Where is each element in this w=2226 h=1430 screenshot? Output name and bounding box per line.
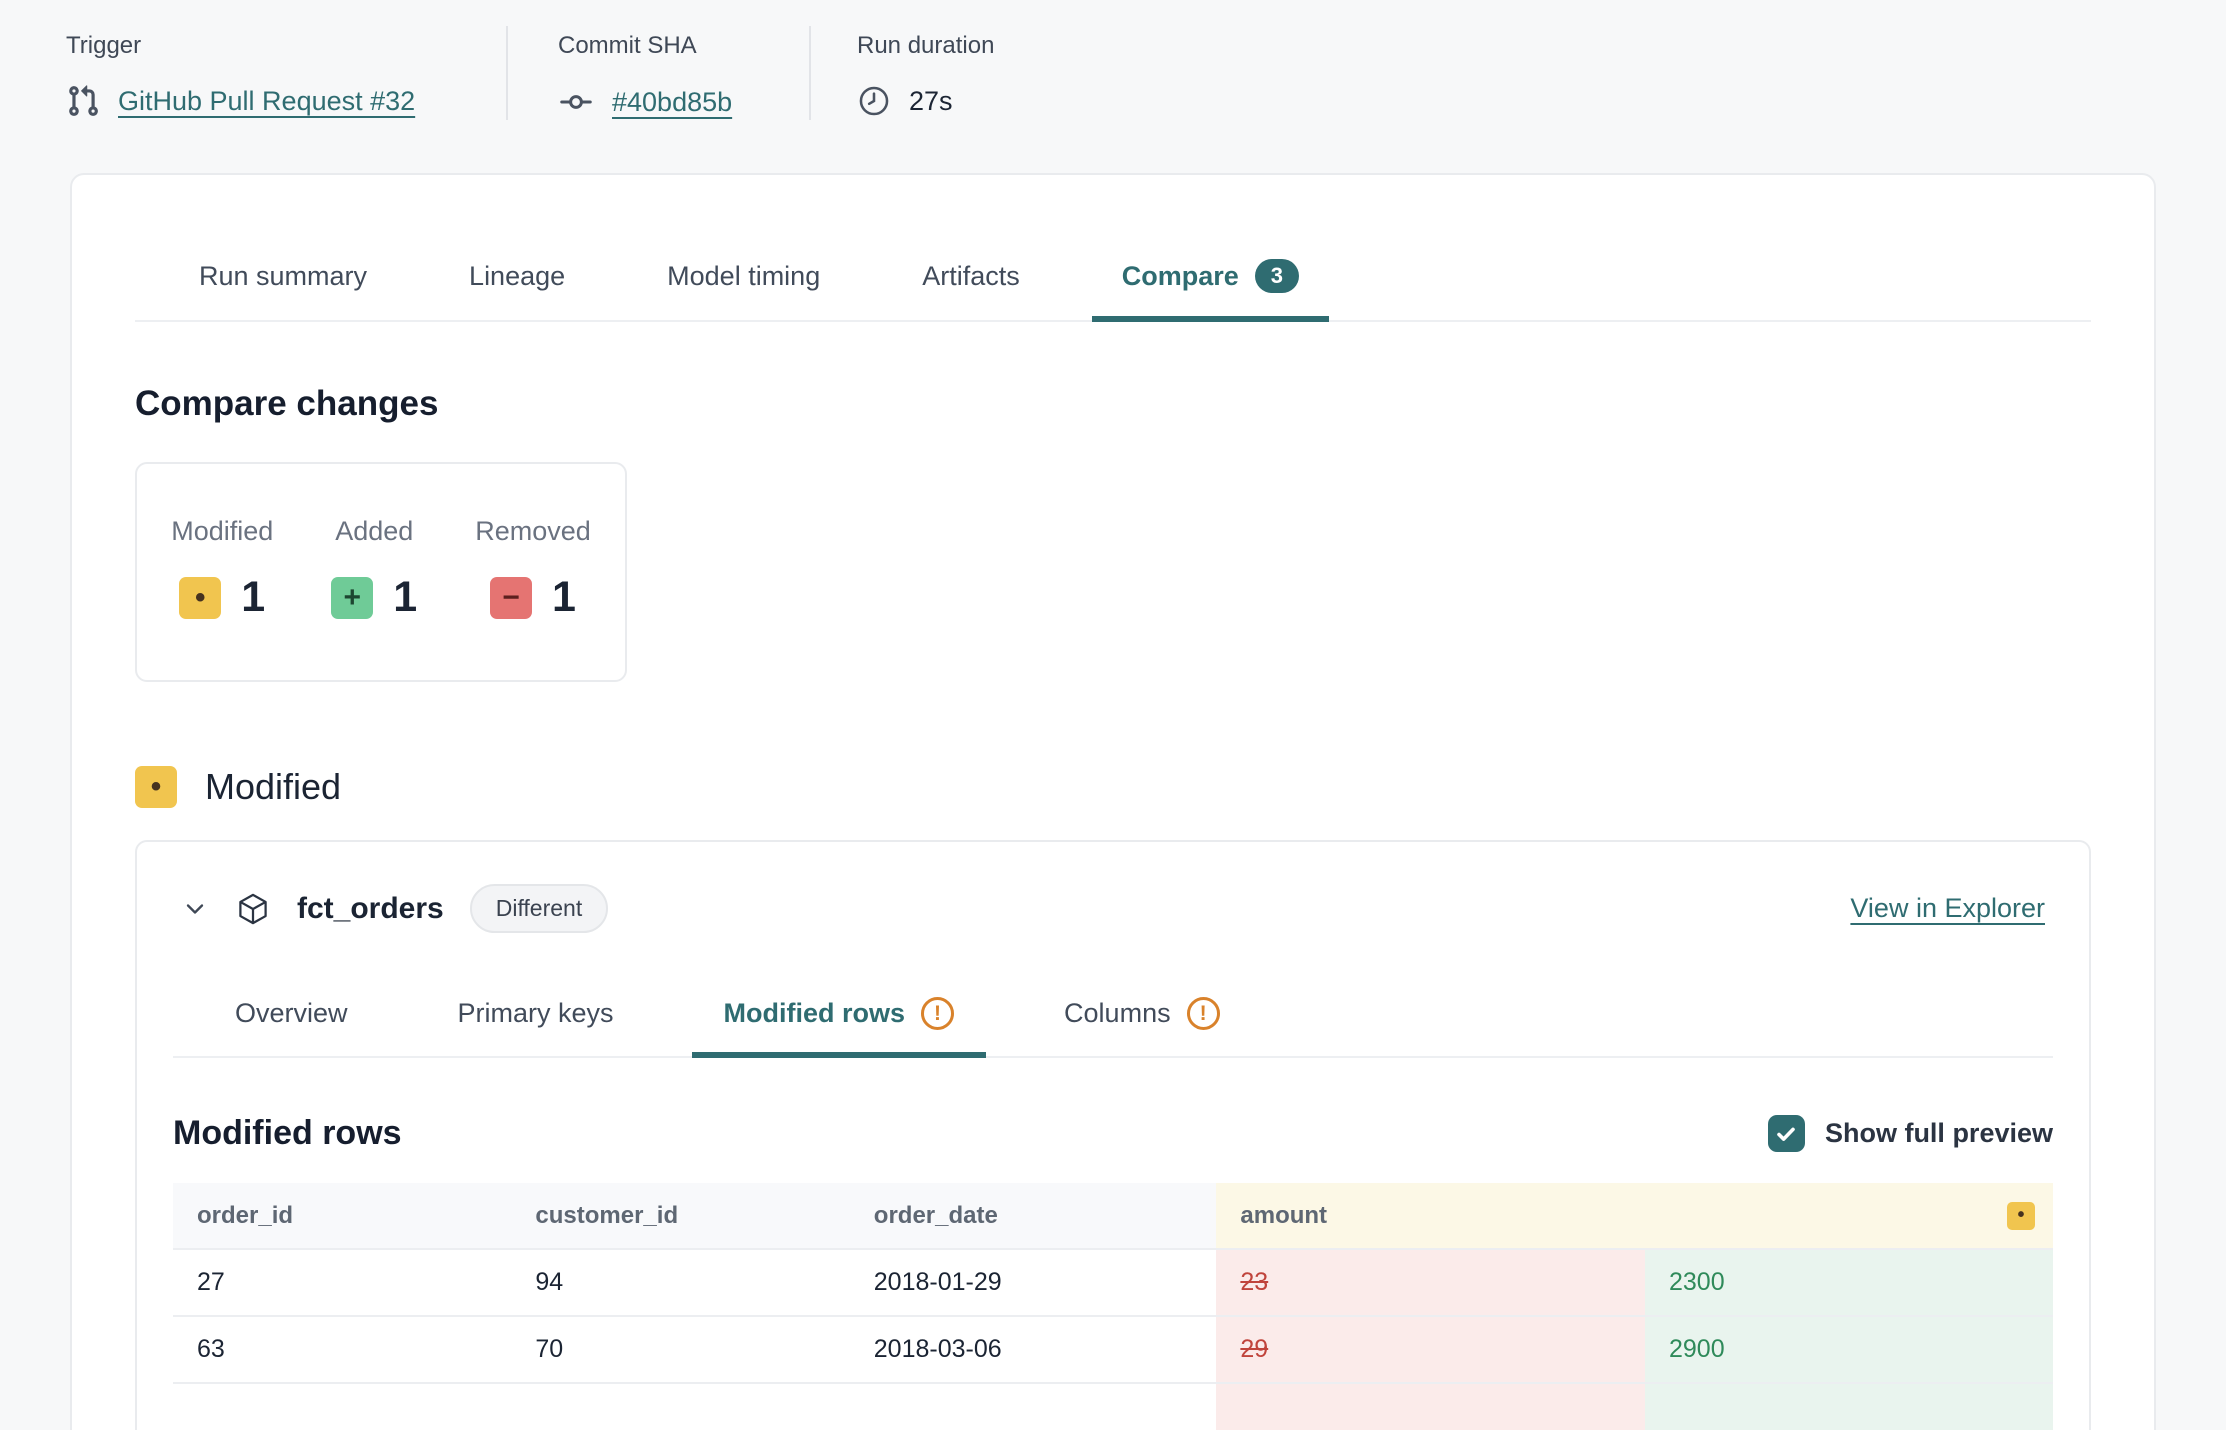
chevron-down-icon[interactable] xyxy=(181,895,209,923)
tab-run-summary[interactable]: Run summary xyxy=(199,260,368,291)
stat-removed-value: 1 xyxy=(552,573,576,621)
table-row xyxy=(173,1382,2053,1430)
model-name: fct_orders xyxy=(297,891,444,925)
tab-model-timing[interactable]: Model timing xyxy=(667,260,821,291)
cell-amount-old: 29 xyxy=(1216,1315,1645,1383)
stat-modified-value: 1 xyxy=(241,573,266,621)
table-header-row: order_id customer_id order_date amount • xyxy=(173,1183,2053,1249)
subtab-columns[interactable]: Columns ! xyxy=(1032,981,1252,1056)
commit-sha-label: Commit SHA xyxy=(558,32,697,59)
column-header-amount: amount xyxy=(1216,1183,1645,1249)
stat-added-value: 1 xyxy=(393,573,418,621)
trigger-link[interactable]: GitHub Pull Request #32 xyxy=(118,85,416,116)
column-header-customer-id: customer_id xyxy=(511,1183,850,1249)
warning-icon: ! xyxy=(1186,997,1220,1030)
model-sub-tabs: Overview Primary keys Modified rows ! Co… xyxy=(173,981,2053,1058)
commit-icon xyxy=(558,84,594,120)
modified-rows-title: Modified rows xyxy=(173,1114,402,1152)
subtab-primary-keys[interactable]: Primary keys xyxy=(457,998,614,1028)
clock-icon xyxy=(857,84,891,118)
cell-order-id xyxy=(173,1382,512,1430)
show-full-preview-toggle[interactable]: Show full preview xyxy=(1767,1115,2053,1152)
tab-compare[interactable]: Compare 3 xyxy=(1091,241,1330,322)
cell-customer-id xyxy=(511,1382,850,1430)
different-status-badge: Different xyxy=(469,884,609,933)
warning-icon: ! xyxy=(921,997,955,1030)
cell-amount-new: 2900 xyxy=(1645,1315,2053,1383)
stat-removed: Removed − 1 xyxy=(475,516,591,622)
cell-amount-new xyxy=(1645,1382,2053,1430)
run-tabs: Run summary Lineage Model timing Artifac… xyxy=(135,241,2091,322)
cell-order-id: 63 xyxy=(173,1315,512,1383)
view-in-explorer-link[interactable]: View in Explorer xyxy=(1850,893,2045,923)
tab-artifacts[interactable]: Artifacts xyxy=(922,260,1020,291)
stat-removed-label: Removed xyxy=(475,516,591,546)
stat-modified-label: Modified xyxy=(171,516,274,546)
removed-minus-icon: − xyxy=(490,576,533,619)
stat-modified: Modified • 1 xyxy=(171,516,273,622)
commit-link[interactable]: #40bd85b xyxy=(612,86,733,117)
subtab-modified-rows[interactable]: Modified rows ! xyxy=(691,981,987,1058)
modified-section-header: • Modified xyxy=(135,766,2091,808)
run-duration-value: 27s xyxy=(909,85,953,116)
commit-column: Commit SHA #40bd85b xyxy=(506,26,809,120)
compare-count-badge: 3 xyxy=(1254,259,1300,293)
show-full-preview-label: Show full preview xyxy=(1824,1118,2053,1148)
cell-order-id: 27 xyxy=(173,1248,512,1316)
modified-dot-icon: • xyxy=(135,766,177,808)
checkmark-icon xyxy=(1777,1127,1796,1141)
column-header-order-id: order_id xyxy=(173,1183,512,1249)
modified-section-title: Modified xyxy=(205,766,342,807)
model-card-fct-orders: fct_orders Different View in Explorer Ov… xyxy=(135,840,2091,1430)
cell-customer-id: 94 xyxy=(511,1248,850,1316)
compare-changes-title: Compare changes xyxy=(135,384,439,423)
added-plus-icon: + xyxy=(331,576,374,619)
run-header: Trigger GitHub Pull Request #32 Commit S… xyxy=(0,0,2226,120)
duration-column: Run duration 27s xyxy=(809,26,994,120)
trigger-column: Trigger GitHub Pull Request #32 xyxy=(66,26,506,120)
modified-dot-icon: • xyxy=(2007,1201,2035,1230)
cell-amount-old: 23 xyxy=(1216,1248,1645,1316)
pull-request-icon xyxy=(66,84,100,118)
package-icon xyxy=(235,891,271,927)
show-full-preview-checkbox[interactable] xyxy=(1767,1115,1805,1152)
compare-summary-card: Modified • 1 Added + 1 Removed − 1 xyxy=(135,462,627,682)
model-card-header: fct_orders Different View in Explorer xyxy=(173,884,2053,933)
trigger-label: Trigger xyxy=(66,32,142,59)
cell-order-date: 2018-03-06 xyxy=(849,1315,1217,1383)
modified-rows-table: order_id customer_id order_date amount •… xyxy=(173,1183,2053,1430)
table-row: 27 94 2018-01-29 23 2300 xyxy=(173,1248,2053,1316)
column-header-order-date: order_date xyxy=(849,1183,1217,1249)
cell-amount-old xyxy=(1216,1382,1645,1430)
tab-lineage[interactable]: Lineage xyxy=(469,260,566,291)
modified-rows-panel-header: Modified rows Show full preview xyxy=(173,1114,2053,1153)
subtab-overview[interactable]: Overview xyxy=(235,998,348,1028)
stat-added: Added + 1 xyxy=(331,516,417,622)
cell-amount-new: 2300 xyxy=(1645,1248,2053,1316)
stat-added-label: Added xyxy=(335,516,414,546)
cell-customer-id: 70 xyxy=(511,1315,850,1383)
modified-dot-icon: • xyxy=(179,576,222,619)
run-duration-label: Run duration xyxy=(857,32,995,59)
cell-order-date xyxy=(849,1382,1217,1430)
cell-order-date: 2018-01-29 xyxy=(849,1248,1217,1316)
table-row: 63 70 2018-03-06 29 2900 xyxy=(173,1315,2053,1383)
run-detail-card: Run summary Lineage Model timing Artifac… xyxy=(70,173,2156,1430)
column-header-amount-new: • xyxy=(1645,1183,2053,1249)
